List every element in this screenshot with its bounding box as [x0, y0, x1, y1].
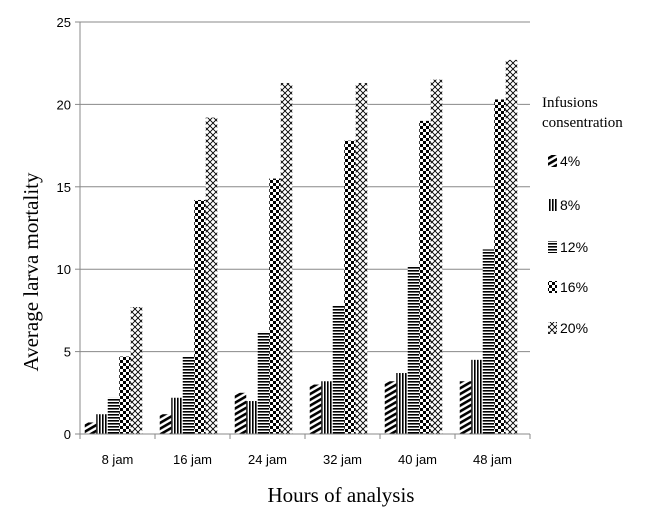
- y-axis-title: Average larva mortality: [19, 172, 43, 372]
- bar-20pct-16-jam: [205, 117, 218, 435]
- axes: [75, 21, 531, 439]
- legend-title: Infusions: [542, 95, 598, 111]
- bar-16pct-24-jam: [269, 178, 281, 434]
- bar-20pct-32-jam: [355, 82, 368, 434]
- bar-8pct-32-jam: [321, 381, 333, 434]
- legend-label-12pct: 12%: [560, 239, 588, 255]
- tick-labels: 0 5 10 15 20 25 8 jam 16 jam 24 jam 32 jam 40 jam 4…: [57, 15, 512, 467]
- bar-16pct-40-jam: [419, 120, 431, 434]
- legend-label-4pct: 4%: [560, 153, 580, 169]
- bar-4pct-32-jam: [309, 384, 322, 434]
- legend-swatch-16pct: [548, 281, 557, 293]
- bar-20pct-8-jam: [130, 307, 143, 434]
- x-tick-label: 24 jam: [248, 452, 287, 467]
- bar-4pct-48-jam: [459, 381, 472, 434]
- bar-12pct-24-jam: [257, 331, 270, 434]
- bar-12pct-32-jam: [332, 305, 345, 434]
- legend-title: consentration: [542, 115, 623, 131]
- legend: Infusions consentration 4% 8% 12% 16% 20%: [542, 95, 623, 336]
- x-tick-label: 8 jam: [102, 452, 134, 467]
- bar-8pct-8-jam: [96, 414, 108, 434]
- bars: [84, 59, 518, 435]
- bar-8pct-40-jam: [396, 373, 408, 434]
- legend-swatch-8pct: [548, 199, 557, 211]
- bar-4pct-16-jam: [159, 414, 172, 434]
- y-tick-label: 10: [57, 262, 71, 277]
- bar-20pct-24-jam: [280, 82, 293, 434]
- y-tick-label: 0: [64, 427, 71, 442]
- bar-12pct-40-jam: [407, 265, 420, 434]
- y-tick-label: 5: [64, 345, 71, 360]
- legend-label-16pct: 16%: [560, 279, 588, 295]
- bar-20pct-48-jam: [505, 59, 518, 435]
- x-tick-label: 32 jam: [323, 452, 362, 467]
- bar-8pct-48-jam: [471, 359, 483, 434]
- bar-16pct-16-jam: [194, 199, 206, 434]
- bar-4pct-40-jam: [384, 381, 397, 434]
- bar-12pct-48-jam: [482, 249, 495, 434]
- bar-20pct-40-jam: [430, 79, 443, 435]
- y-tick-label: 15: [57, 180, 71, 195]
- bar-16pct-48-jam: [494, 99, 506, 435]
- gridlines: [80, 21, 530, 353]
- bar-16pct-8-jam: [119, 356, 131, 434]
- bar-12pct-8-jam: [107, 397, 120, 434]
- bar-8pct-24-jam: [246, 401, 258, 434]
- legend-label-20pct: 20%: [560, 320, 588, 336]
- bar-4pct-8-jam: [84, 422, 97, 434]
- bar-12pct-16-jam: [182, 356, 195, 434]
- y-tick-label: 20: [57, 97, 71, 112]
- x-tick-label: 40 jam: [398, 452, 437, 467]
- x-tick-label: 48 jam: [473, 452, 512, 467]
- y-tick-label: 25: [57, 15, 71, 30]
- x-tick-label: 16 jam: [173, 452, 212, 467]
- bar-4pct-24-jam: [234, 392, 247, 434]
- bar-16pct-32-jam: [344, 140, 356, 434]
- legend-swatch-12pct: [548, 241, 557, 253]
- legend-swatch-20pct: [548, 322, 557, 334]
- legend-label-8pct: 8%: [560, 197, 580, 213]
- x-axis-title: Hours of analysis: [268, 483, 415, 507]
- legend-swatch-4pct: [548, 155, 557, 167]
- bar-8pct-16-jam: [171, 397, 183, 434]
